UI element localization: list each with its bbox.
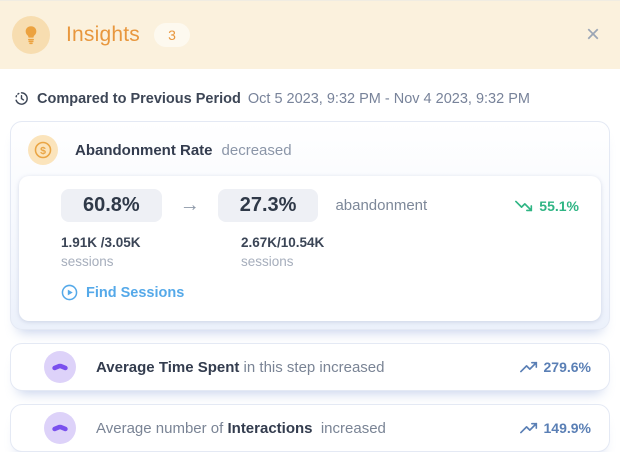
insight-text-bold: Interactions [227,419,313,437]
before-sessions-value: 1.91K /3.05K [61,235,141,250]
insight-text-prefix: Average number of [96,419,228,437]
change-value: 149.9% [543,420,591,436]
panel-header: Insights 3 × [0,1,620,69]
after-sessions-value: 2.67K/10.54K [241,235,325,250]
after-sessions-label: sessions [241,254,294,269]
before-sessions: 1.91K /3.05K sessions [61,233,241,271]
abandonment-detail-panel: 60.8% → 27.3% abandonment 55.1% 1.91 [19,176,601,321]
trend-up-icon [519,361,538,374]
time-spent-insight-card[interactable]: Average Time Spent in this step increase… [10,343,610,391]
before-sessions-label: sessions [61,254,114,269]
find-sessions-link[interactable]: Find Sessions [61,284,184,301]
change-value: 279.6% [543,359,591,375]
after-sessions: 2.67K/10.54K sessions [241,233,421,271]
change-badge-decrease: 55.1% [515,198,579,214]
insights-count-badge: 3 [153,23,190,47]
close-button[interactable]: × [585,21,600,48]
play-circle-icon [61,284,78,301]
comparison-label: Compared to Previous Period [37,90,241,107]
trend-up-icon [519,422,538,435]
change-badge-increase: 149.9% [519,420,591,436]
interactions-insight-card[interactable]: Average number of Interactions increased… [10,404,610,452]
panel-title: Insights [66,23,140,46]
abandonment-card-header: $ Abandonment Rate decreased [11,122,609,176]
insight-text: Average Time Spent in this step increase… [96,359,384,376]
comparison-stat-row: 60.8% → 27.3% abandonment 55.1% [61,189,585,222]
dollar-coin-icon: $ [28,135,58,165]
after-value-box: 27.3% [217,189,319,222]
trend-down-icon [515,199,533,212]
insight-text-suffix: increased [312,419,386,437]
lightbulb-icon [12,16,50,54]
handshake-icon [44,412,76,444]
metric-label: abandonment [335,197,428,214]
sessions-row: 1.91K /3.05K sessions 2.67K/10.54K sessi… [61,233,585,271]
before-value-box: 60.8% [61,189,162,222]
arrow-right-icon: → [179,194,200,216]
change-badge-increase: 279.6% [519,359,591,375]
insight-text-suffix: in this step increased [239,358,385,376]
history-clock-icon [13,90,30,107]
handshake-icon [44,351,76,383]
insight-text: Average number of Interactions increased [96,420,386,437]
comparison-row: Compared to Previous Period Oct 5 2023, … [0,69,620,121]
comparison-date-range: Oct 5 2023, 9:32 PM - Nov 4 2023, 9:32 P… [247,90,530,107]
abandonment-insight-card[interactable]: $ Abandonment Rate decreased 60.8% → 27.… [10,121,610,330]
insight-title: Abandonment Rate [75,141,213,159]
insight-text-bold: Average Time Spent [96,358,240,376]
find-sessions-label: Find Sessions [86,284,185,301]
svg-text:$: $ [40,145,46,157]
cta-row: Find Sessions [61,284,585,306]
insight-status: decreased [221,141,292,159]
change-value: 55.1% [539,197,579,214]
